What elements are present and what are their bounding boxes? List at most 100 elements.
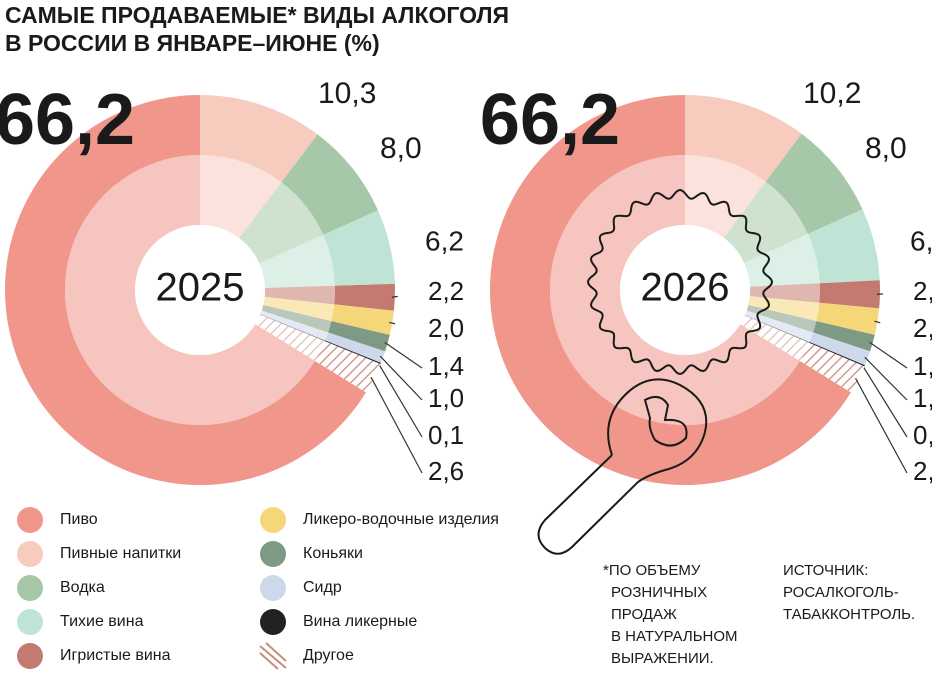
legend: Пиво Пивные напитки Водка Тихие вина Игристы… <box>17 507 499 670</box>
charts: 66,2 10,38,06,22,22,01,41,00,12,6202566,2… <box>0 77 932 486</box>
value-label: 8,0 <box>865 132 907 165</box>
segment-inner <box>255 314 325 361</box>
segment-inner <box>239 182 324 264</box>
footnote-line: РОЗНИЧНЫХ <box>611 584 707 601</box>
legend-swatch <box>17 609 43 635</box>
segment <box>765 133 863 235</box>
segment-inner <box>685 155 766 238</box>
footnote-line: В НАТУРАЛЬНОМ <box>611 628 738 645</box>
donut-hole <box>135 225 265 355</box>
legend-label: Сидр <box>303 579 342 596</box>
value-label: 10,3 <box>318 77 376 110</box>
legend-label: Ликеро-водочные изделия <box>303 511 499 528</box>
segment-inner <box>748 296 820 322</box>
legend-label: Вина ликерные <box>303 613 417 630</box>
segment-inner <box>261 304 332 333</box>
segment <box>281 134 378 235</box>
segment <box>314 341 381 393</box>
opener-hole <box>643 395 688 447</box>
segment-inner <box>744 310 814 343</box>
value-label: 2,3 <box>913 276 932 306</box>
source-line: РОСАЛКОГОЛЬ- <box>783 584 899 601</box>
legend-swatch <box>260 575 286 601</box>
value-label: 1,4 <box>913 351 932 381</box>
value-label: 0,1 <box>913 420 932 450</box>
segment-inner <box>64 155 315 425</box>
leader-line <box>377 362 423 438</box>
value-label: 2,0 <box>428 313 464 343</box>
segment <box>328 321 390 352</box>
value-label: 2,2 <box>428 276 464 306</box>
legend-swatch <box>17 575 43 601</box>
title-line: САМЫЕ ПРОДАВАЕМЫЕ* ВИДЫ АЛКОГОЛЯ <box>5 2 509 28</box>
leader-line <box>391 292 423 298</box>
legend-label: Пиво <box>60 511 98 528</box>
legend-swatch <box>17 643 43 669</box>
value-label: 2,2 <box>913 313 932 343</box>
source-line: ТАБАККОНТРОЛЬ. <box>783 606 915 623</box>
value-label: 10,2 <box>803 77 861 110</box>
value-label: 66,2 <box>480 80 620 160</box>
segment-inner <box>264 285 335 305</box>
value-label: 8,0 <box>380 132 422 165</box>
segment-inner <box>549 155 800 425</box>
legend-label: Игристые вина <box>60 647 171 664</box>
value-label: 1,2 <box>913 383 932 413</box>
segment <box>819 280 880 309</box>
segment <box>334 283 395 311</box>
segment <box>200 95 318 183</box>
segment-inner <box>744 234 820 287</box>
footnote-line: ВЫРАЖЕНИИ. <box>611 650 714 667</box>
legend-label: Водка <box>60 579 105 596</box>
segment <box>809 342 865 367</box>
center-label: 2025 <box>156 266 245 310</box>
leader-line <box>379 355 423 401</box>
opener-handle <box>537 454 639 555</box>
segment <box>324 340 381 365</box>
segment-inner <box>200 155 282 239</box>
legend-swatch <box>259 642 287 670</box>
segment-inner <box>259 234 335 288</box>
legend-label: Другое <box>303 647 354 664</box>
center-label: 2026 <box>641 266 730 310</box>
value-label: 66,2 <box>0 80 135 160</box>
segment <box>489 95 851 486</box>
leader-line <box>370 376 423 474</box>
leader-line <box>854 377 908 474</box>
segment <box>816 302 880 335</box>
legend-label: Пивные напитки <box>60 545 181 562</box>
footnote-line: ПРОДАЖ <box>611 606 677 623</box>
opener-head <box>607 378 708 483</box>
value-label: 6,2 <box>425 225 464 256</box>
segment-inner <box>263 296 335 322</box>
segment <box>799 342 865 393</box>
value-label: 1,4 <box>428 351 464 381</box>
value-label: 2,4 <box>913 456 932 486</box>
legend-label: Коньяки <box>303 545 363 562</box>
notes: *ПО ОБЪЕМУ РОЗНИЧНЫХ ПРОДАЖ В НАТУРАЛЬНОМ ВЫ… <box>603 562 915 667</box>
value-label: 0,1 <box>428 420 464 450</box>
value-label: 6,0 <box>910 225 932 256</box>
leader-line <box>869 341 908 369</box>
decoration <box>537 188 774 555</box>
leader-line <box>874 320 908 331</box>
title-line: В РОССИИ В ЯНВАРЕ–ИЮНЕ (%) <box>5 30 380 56</box>
legend-swatch <box>260 541 286 567</box>
source-line: ИСТОЧНИК: <box>783 562 868 579</box>
leader-line <box>389 321 423 331</box>
legend-swatch <box>260 609 286 635</box>
value-label: 1,0 <box>428 383 464 413</box>
segment-inner <box>740 315 810 361</box>
segment <box>813 321 875 352</box>
segment-inner <box>260 310 329 341</box>
segment-inner <box>260 314 326 342</box>
segment <box>807 209 880 284</box>
legend-swatch <box>260 507 286 533</box>
leader-line <box>861 364 908 438</box>
legend-label: Тихие вина <box>60 613 144 630</box>
leader-line <box>864 356 908 401</box>
segment <box>331 304 394 335</box>
legend-swatch <box>17 541 43 567</box>
